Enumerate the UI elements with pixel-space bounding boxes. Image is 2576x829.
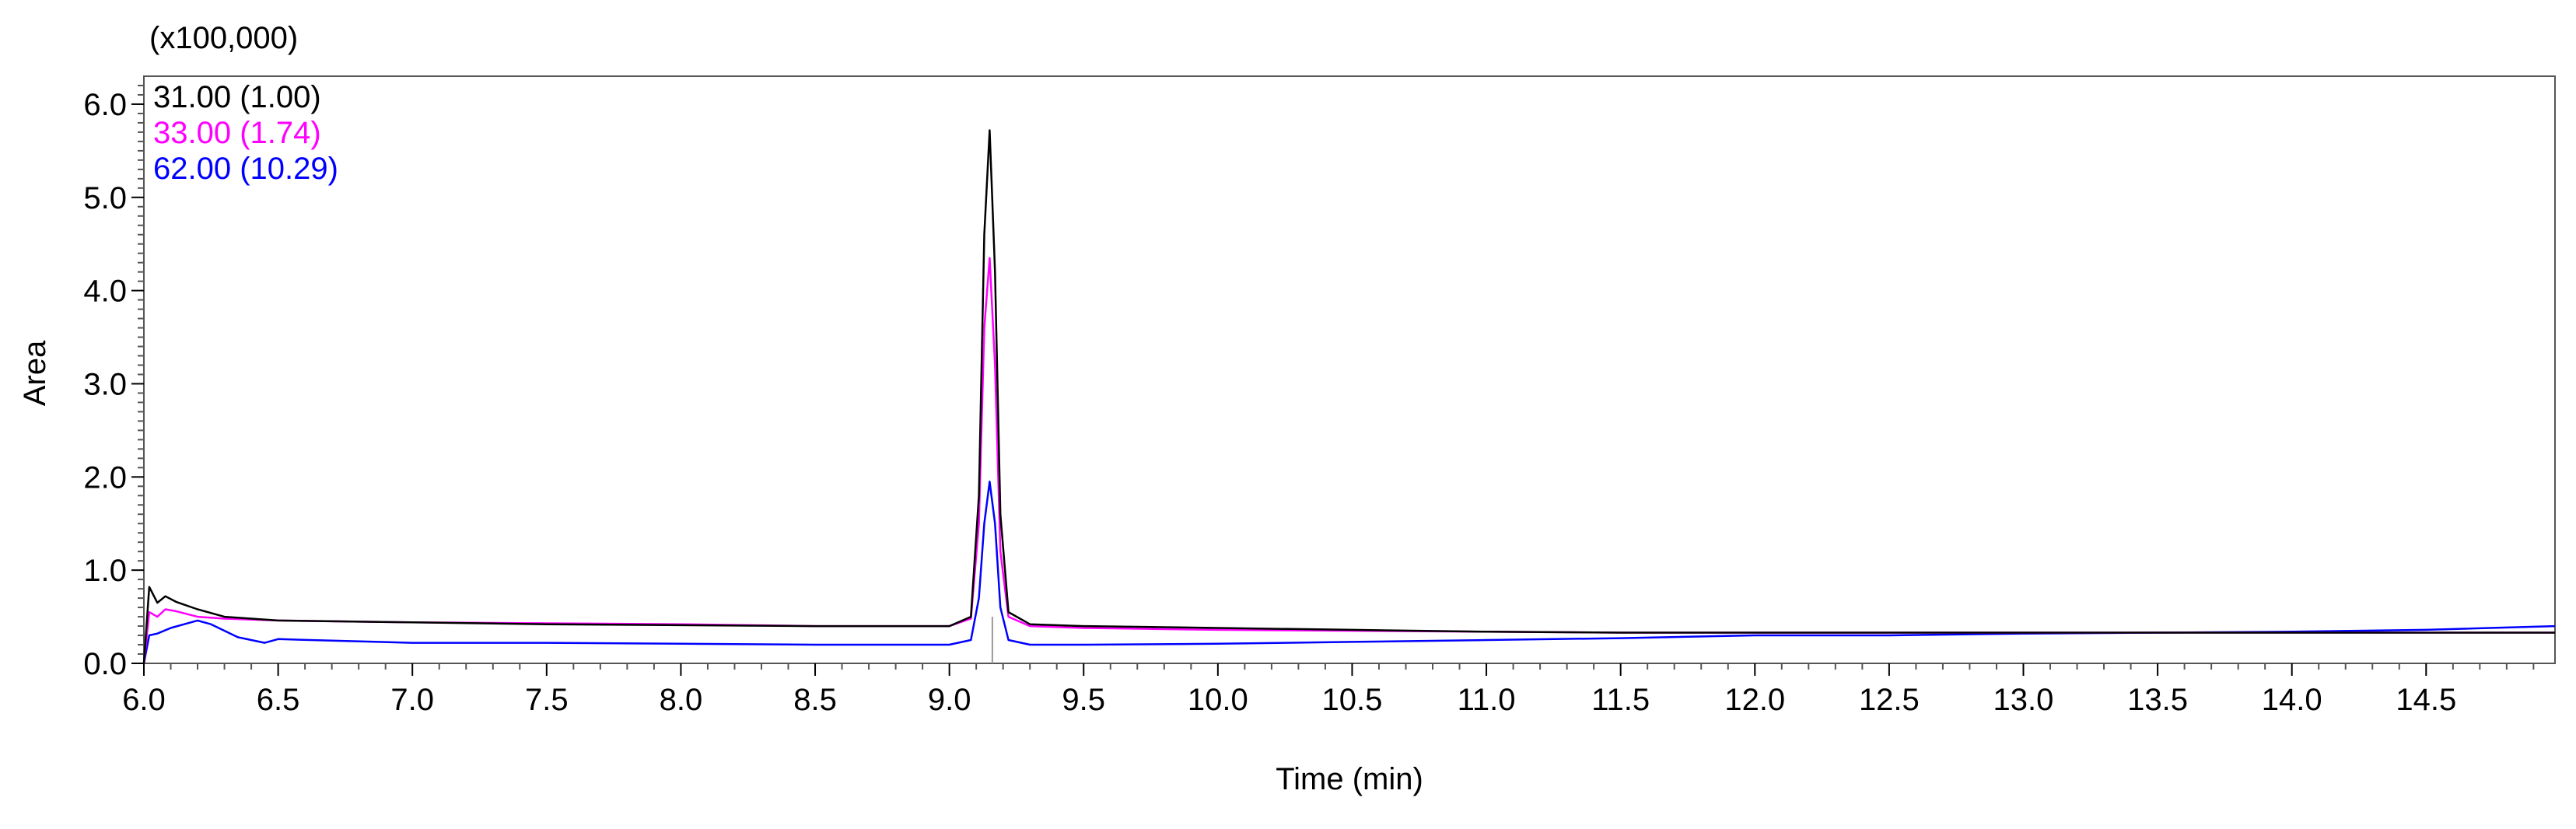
x-tick-label: 6.5 xyxy=(257,683,300,717)
x-minor-ticks xyxy=(170,663,2535,670)
x-axis-ticks: 6.0 6.5 7.0 7.5 8.0 8.5 9.0 9.5 10.0 10.5 11.0 11.5… xyxy=(122,663,2456,717)
x-tick-label: 10.5 xyxy=(1322,683,1383,717)
legend: 31.00 (1.00)33.00 (1.74)62.00 (10.29) xyxy=(153,80,338,186)
legend-entry: 31.00 (1.00) xyxy=(153,80,321,114)
series-line xyxy=(142,481,2556,664)
x-tick-label: 13.0 xyxy=(1993,683,2054,717)
y-axis-title: Area xyxy=(18,340,52,406)
x-tick-label: 8.0 xyxy=(660,683,703,717)
y-tick-label: 1.0 xyxy=(83,554,127,588)
x-tick-label: 14.0 xyxy=(2262,683,2322,717)
x-tick-label: 8.5 xyxy=(793,683,837,717)
x-tick-label: 7.0 xyxy=(390,683,434,717)
x-tick-label: 9.5 xyxy=(1062,683,1105,717)
legend-entry: 62.00 (10.29) xyxy=(153,152,338,186)
y-tick-label: 0.0 xyxy=(83,647,127,681)
series-line xyxy=(142,129,2555,664)
y-tick-label: 4.0 xyxy=(83,275,127,309)
legend-entry: 33.00 (1.74) xyxy=(153,116,321,150)
y-tick-label: 3.0 xyxy=(83,367,127,401)
x-tick-label: 12.5 xyxy=(1859,683,1920,717)
x-tick-label: 11.0 xyxy=(1458,683,1516,717)
y-tick-label: 2.0 xyxy=(83,460,127,495)
x-axis-title: Time (min) xyxy=(1276,762,1423,796)
x-tick-label: 9.0 xyxy=(928,683,971,717)
y-axis-ticks: 0.0 1.0 2.0 3.0 4.0 5.0 6.0 xyxy=(83,84,144,681)
plot-area-frame xyxy=(143,75,2556,664)
x-tick-label: 11.5 xyxy=(1591,683,1650,717)
y-axis-multiplier: (x100,000) xyxy=(149,21,298,55)
x-tick-label: 7.5 xyxy=(525,683,569,717)
x-tick-label: 6.0 xyxy=(122,683,166,717)
y-tick-label: 5.0 xyxy=(83,181,127,215)
x-tick-label: 12.0 xyxy=(1724,683,1785,717)
series-layer xyxy=(142,129,2556,664)
x-tick-label: 14.5 xyxy=(2396,683,2456,717)
x-tick-label: 10.0 xyxy=(1188,683,1248,717)
series-line xyxy=(142,257,2555,664)
y-tick-label: 6.0 xyxy=(83,88,127,122)
x-tick-label: 13.5 xyxy=(2127,683,2188,717)
